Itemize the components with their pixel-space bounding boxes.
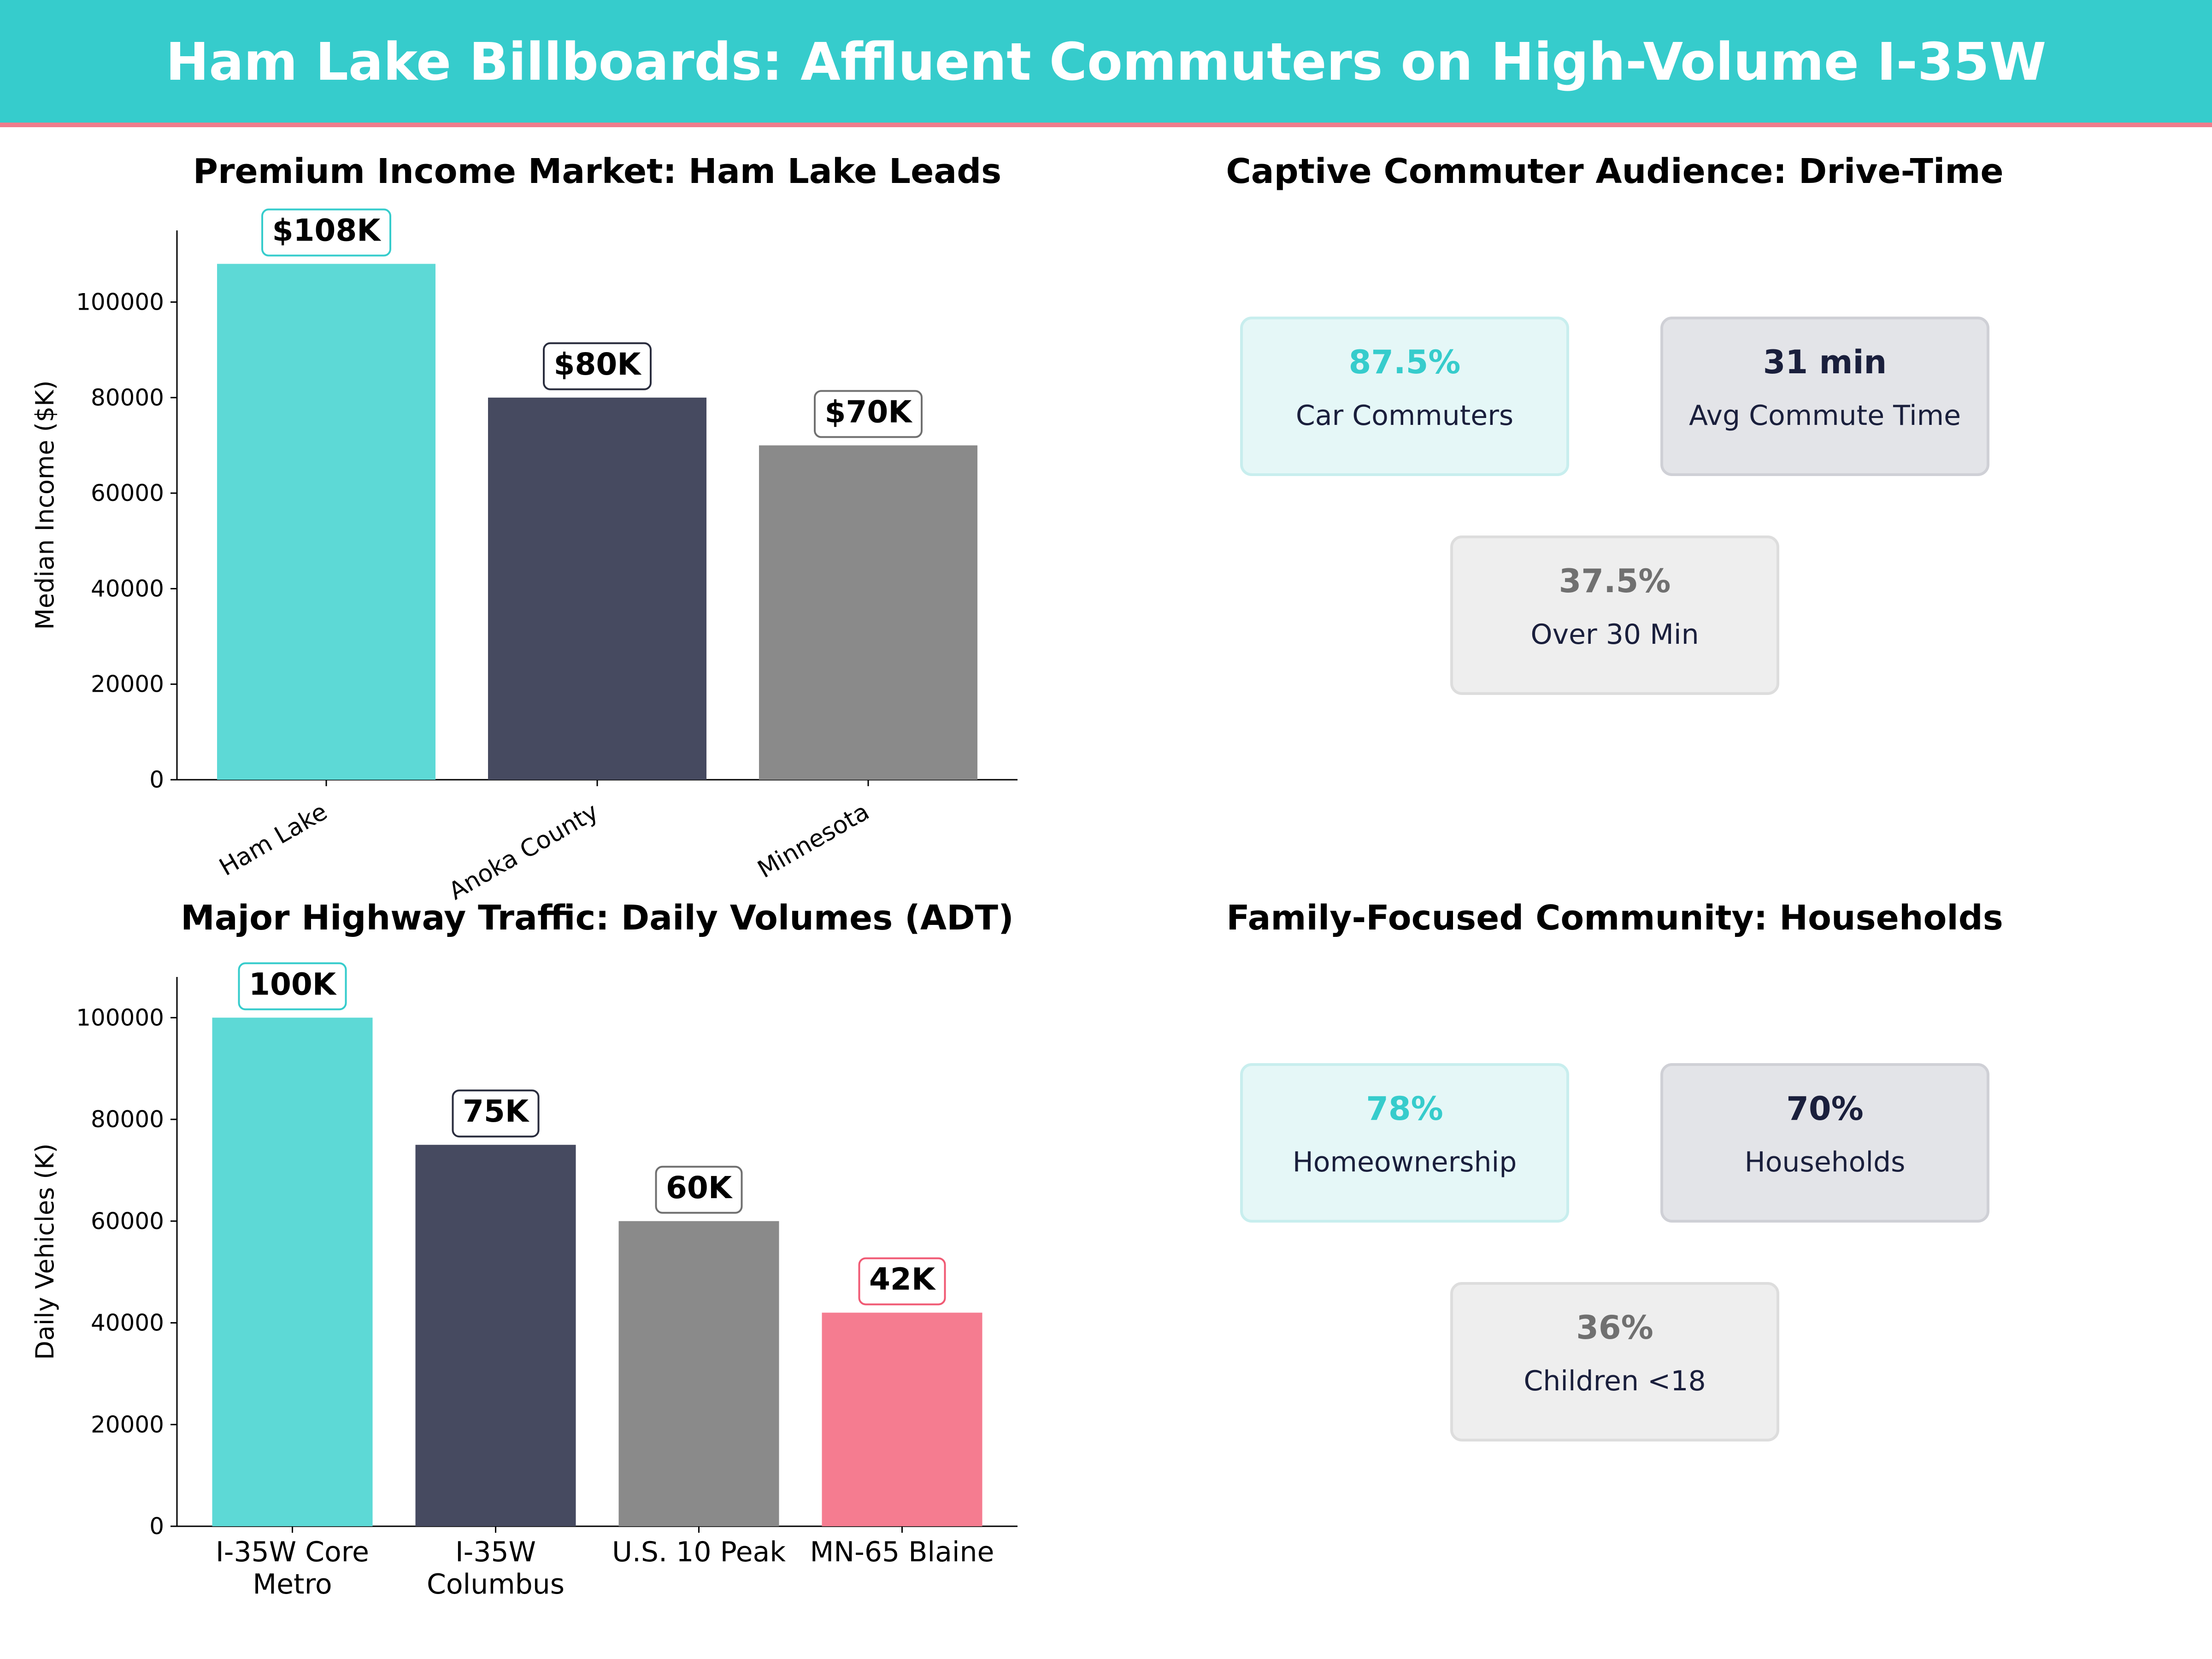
y-tick-label: 20000 <box>91 1411 164 1438</box>
x-tick-label: Ham Lake <box>215 798 332 882</box>
bar <box>822 1312 982 1526</box>
bar <box>759 445 977 780</box>
y-tick-label: 20000 <box>91 671 164 698</box>
data-label: 75K <box>463 1094 530 1129</box>
stat-value: 87.5% <box>1349 343 1461 381</box>
chart-title: Major Highway Traffic: Daily Volumes (AD… <box>181 898 1014 938</box>
bar <box>415 1145 576 1526</box>
income-bar-chart: Premium Income Market: Ham Lake Leads 0 20… <box>30 152 1018 906</box>
y-axis-label: Daily Vehicles (K) <box>30 1143 59 1360</box>
y-tick-label: 60000 <box>91 480 164 506</box>
data-label-box <box>655 1165 743 1214</box>
bar <box>212 1018 373 1526</box>
stat-value: 36% <box>1576 1309 1653 1347</box>
stat-label: Car Commuters <box>1296 400 1513 432</box>
bar <box>217 264 435 780</box>
y-tick-label: 40000 <box>91 575 164 602</box>
stat-label: Children <18 <box>1524 1365 1706 1397</box>
data-label: 60K <box>666 1170 733 1206</box>
x-tick-label: Columbus <box>427 1568 565 1600</box>
stat-card <box>1450 535 1779 695</box>
stat-value: 70% <box>1786 1090 1864 1128</box>
stat-card <box>1660 317 1989 476</box>
stat-card <box>1450 1282 1779 1441</box>
y-tick-label: 80000 <box>91 384 164 411</box>
data-label: 100K <box>249 966 337 1002</box>
stat-label: Households <box>1745 1146 1906 1178</box>
x-tick-label: I-35W <box>455 1536 536 1568</box>
data-label-box <box>261 208 391 257</box>
traffic-bar-chart: Major Highway Traffic: Daily Volumes (AD… <box>30 898 1018 1600</box>
panel-title: Captive Commuter Audience: Drive-Time <box>1226 152 2003 191</box>
commuter-stat-panel: Captive Commuter Audience: Drive-Time 87.… <box>1226 152 2004 695</box>
stat-label: Homeownership <box>1293 1146 1517 1178</box>
data-label: $70K <box>825 394 913 429</box>
y-tick-label: 100000 <box>76 288 164 315</box>
bar <box>488 397 706 780</box>
data-label: 42K <box>869 1261 936 1297</box>
y-axis-label: Median Income ($K) <box>30 380 59 629</box>
stat-label: Over 30 Min <box>1530 618 1699 651</box>
y-tick-label: 80000 <box>91 1106 164 1133</box>
x-tick-label: Metro <box>253 1568 332 1600</box>
data-label-box <box>452 1089 540 1138</box>
stat-value: 78% <box>1366 1090 1443 1128</box>
data-label-box <box>238 962 347 1011</box>
stat-card <box>1660 1063 1989 1223</box>
y-tick-label: 0 <box>149 766 164 793</box>
y-tick-label: 60000 <box>91 1208 164 1235</box>
y-tick-label: 0 <box>149 1513 164 1540</box>
x-tick-label: Anoka County <box>444 798 603 906</box>
data-label: $108K <box>272 213 382 248</box>
stat-card <box>1240 317 1569 476</box>
stat-value: 37.5% <box>1559 562 1671 600</box>
data-label-box <box>858 1257 946 1306</box>
title-banner: Ham Lake Billboards: Affluent Commuters … <box>0 0 2212 127</box>
data-label-box <box>814 390 923 438</box>
page-title: Ham Lake Billboards: Affluent Commuters … <box>165 32 2047 92</box>
y-tick-label: 40000 <box>91 1310 164 1336</box>
x-tick-label: U.S. 10 Peak <box>612 1536 786 1568</box>
chart-title: Premium Income Market: Ham Lake Leads <box>193 152 1001 191</box>
x-tick-label: Minnesota <box>753 798 874 883</box>
stat-label: Avg Commute Time <box>1689 400 1961 432</box>
x-tick-label: I-35W Core <box>216 1536 369 1568</box>
panel-title: Family-Focused Community: Households <box>1226 898 2003 938</box>
stat-value: 31 min <box>1763 343 1887 381</box>
data-label-box <box>543 342 652 390</box>
x-tick-label: MN-65 Blaine <box>810 1536 994 1568</box>
y-tick-label: 100000 <box>76 1004 164 1031</box>
bar <box>618 1221 779 1526</box>
stat-card <box>1240 1063 1569 1223</box>
household-stat-panel: Family-Focused Community: Households 78% H… <box>1226 898 2003 1441</box>
data-label: $80K <box>554 347 642 382</box>
